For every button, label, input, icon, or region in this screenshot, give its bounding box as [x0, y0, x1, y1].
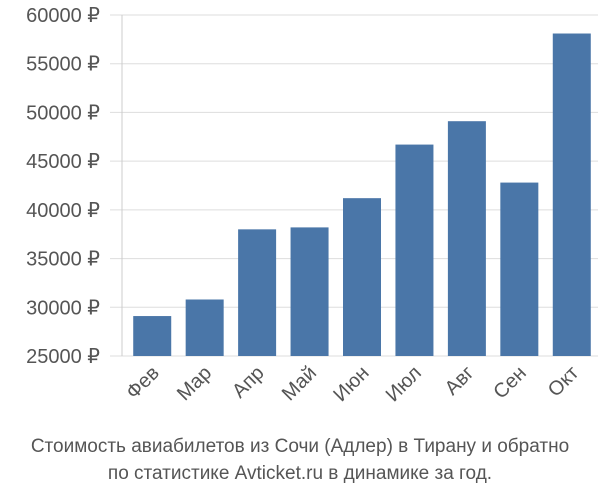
bar [343, 198, 381, 356]
x-tick-label: Сен [489, 362, 530, 403]
y-tick-label: 30000 ₽ [26, 297, 100, 319]
bar [185, 299, 224, 356]
y-tick-label: 50000 ₽ [26, 102, 100, 124]
bars [133, 33, 591, 357]
x-tick-label: Июл [382, 362, 426, 406]
bar [500, 182, 539, 356]
x-tick-label: Окт [544, 362, 583, 401]
x-tick-label: Фев [122, 362, 164, 404]
y-tick-label: 40000 ₽ [26, 200, 100, 222]
x-tick-label: Май [278, 362, 321, 405]
bar-chart: 25000 ₽ 30000 ₽ 35000 ₽ 40000 ₽ 45000 ₽ 50000… [26, 5, 598, 406]
x-tick-label: Июн [329, 362, 373, 406]
y-axis-ticks: 25000 ₽ 30000 ₽ 35000 ₽ 40000 ₽ 45000 ₽ 50000… [26, 5, 100, 368]
bar [447, 121, 486, 356]
x-tick-label: Апр [228, 362, 269, 403]
y-tick-label: 55000 ₽ [26, 54, 100, 76]
bar [395, 144, 434, 356]
x-tick-label: Авг [441, 362, 479, 400]
bar [133, 316, 172, 356]
x-tick-label: Мар [173, 362, 216, 405]
y-tick-label: 60000 ₽ [26, 5, 100, 27]
y-tick-label: 35000 ₽ [26, 249, 100, 271]
bar [290, 227, 329, 356]
y-tick-label: 25000 ₽ [26, 346, 100, 368]
chart-caption-line-2: по статистике Avticket.ru в динамике за … [107, 463, 493, 484]
x-axis-labels: Фев Мар Апр Май Июн Июл Авг Сен Окт [122, 362, 583, 406]
chart-caption-line-1: Стоимость авиабилетов из Сочи (Адлер) в … [30, 436, 570, 457]
y-tick-label: 45000 ₽ [26, 151, 100, 173]
bar [238, 229, 277, 356]
bar [552, 33, 591, 357]
